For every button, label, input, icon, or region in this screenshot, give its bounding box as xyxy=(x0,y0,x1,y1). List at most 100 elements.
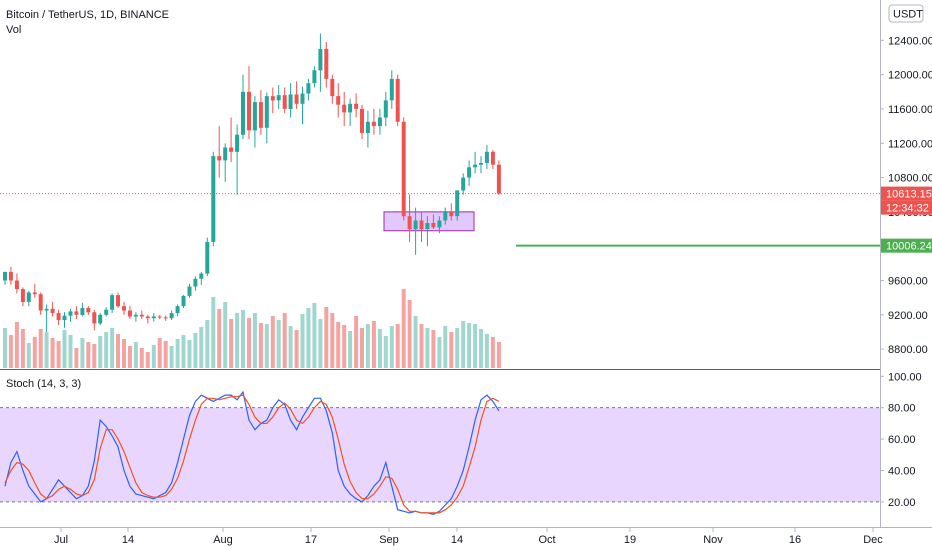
currency-badge-frame xyxy=(888,4,924,23)
bar-countdown: 12:34:32 xyxy=(886,203,929,215)
price-axis-label: 9600.00 xyxy=(888,276,928,288)
volume-bar xyxy=(20,329,25,368)
volume-bars xyxy=(3,289,501,368)
price-axis-label: 11600.00 xyxy=(888,104,932,116)
candle-body xyxy=(50,308,55,314)
candle-body xyxy=(98,314,103,324)
volume-bar xyxy=(3,328,7,368)
volume-bar xyxy=(193,333,198,368)
candle-body xyxy=(62,315,67,320)
time-axis-label: 16 xyxy=(789,534,801,546)
candle-body xyxy=(479,163,483,165)
candle-body xyxy=(235,134,240,152)
volume-bar xyxy=(122,339,126,368)
volume-bar xyxy=(437,337,442,368)
symbol-title[interactable]: Bitcoin / TetherUS, 1D, BINANCE xyxy=(6,9,169,21)
candle-body xyxy=(484,151,489,163)
volume-bar xyxy=(133,342,138,368)
volume-bar xyxy=(365,324,370,368)
volume-bar xyxy=(377,329,382,368)
candle-body xyxy=(139,314,144,317)
candle-body xyxy=(490,151,495,165)
volume-bar xyxy=(92,344,97,368)
volume-bar xyxy=(86,342,91,368)
candle-body xyxy=(270,96,275,101)
volume-legend[interactable]: Vol xyxy=(6,24,21,36)
candle-body xyxy=(14,280,19,290)
volume-bar xyxy=(80,338,85,368)
time-axis-label: 14 xyxy=(451,534,463,546)
volume-bar xyxy=(110,328,115,368)
stoch-axis-label: 20.00 xyxy=(888,497,916,509)
volume-bar xyxy=(241,310,245,368)
candle-body xyxy=(437,220,442,228)
volume-bar xyxy=(312,303,317,368)
volume-bar xyxy=(270,316,275,368)
volume-bar xyxy=(127,346,132,368)
volume-bar xyxy=(431,330,436,368)
volume-bar xyxy=(74,348,79,368)
candle-body xyxy=(80,308,85,315)
stoch-axis-label: 40.00 xyxy=(888,466,916,478)
last-price-tag: 10613.15 xyxy=(881,186,932,201)
time-axis-label: 17 xyxy=(305,534,317,546)
candle-body xyxy=(276,95,281,101)
time-axis-label: Dec xyxy=(863,534,883,546)
time-axis-label: 19 xyxy=(624,534,636,546)
candle-body xyxy=(68,311,73,316)
volume-bar xyxy=(342,325,347,368)
volume-bar xyxy=(371,321,376,368)
volume-bar xyxy=(473,324,478,368)
stoch-axis-label: 60.00 xyxy=(888,434,916,446)
candle-body xyxy=(365,121,370,133)
volume-bar xyxy=(294,330,299,368)
volume-bar xyxy=(330,313,335,368)
volume-bar xyxy=(318,319,323,368)
volume-bar xyxy=(336,322,341,368)
stoch-overbought-oversold-band xyxy=(0,407,880,502)
candle-body xyxy=(288,94,293,109)
volume-bar xyxy=(419,324,424,368)
candle-body xyxy=(342,104,347,113)
volume-bar xyxy=(98,336,103,368)
volume-bar xyxy=(282,313,287,368)
stoch-axis-label: 80.00 xyxy=(888,403,916,415)
volume-bar xyxy=(205,320,210,368)
candle-body xyxy=(282,95,287,109)
volume-bar xyxy=(211,297,216,368)
volume-bar xyxy=(157,338,162,368)
candle-body xyxy=(211,156,216,242)
volume-bar xyxy=(175,339,180,368)
candle-body xyxy=(205,241,210,274)
time-axis[interactable]: Jul 14 Aug 17 Sep 14 Oct 19 Nov 16 Dec xyxy=(54,528,883,546)
volume-bar xyxy=(443,326,448,368)
stoch-axis[interactable]: 20.00 40.00 60.00 80.00 100.00 xyxy=(880,371,922,509)
currency-badge[interactable]: USDT xyxy=(888,4,924,23)
stoch-legend[interactable]: Stoch (14, 3, 3) xyxy=(6,378,81,390)
candle-body xyxy=(354,103,359,109)
candle-body xyxy=(56,313,61,320)
volume-bar xyxy=(8,335,13,368)
candle-body xyxy=(330,78,335,97)
volume-bar xyxy=(467,323,472,368)
volume-bar xyxy=(163,341,168,368)
last-price-value: 10613.15 xyxy=(886,189,932,201)
volume-bar xyxy=(276,320,281,368)
volume-bar xyxy=(56,341,61,368)
volume-bar xyxy=(199,327,204,368)
volume-bar xyxy=(187,340,192,368)
candlesticks xyxy=(3,33,501,332)
countdown-tag-background xyxy=(881,200,932,215)
volume-bar xyxy=(383,336,388,368)
candle-body xyxy=(336,96,341,105)
candle-body xyxy=(104,309,109,315)
volume-bar xyxy=(247,318,251,368)
candle-body xyxy=(122,306,126,311)
level-price-tag: 10006.24 xyxy=(881,238,932,253)
candle-body xyxy=(461,177,466,191)
volume-bar xyxy=(44,332,49,368)
candle-body xyxy=(187,286,192,296)
candle-body xyxy=(395,78,400,122)
candle-body xyxy=(133,314,138,317)
candle-body xyxy=(401,121,406,217)
